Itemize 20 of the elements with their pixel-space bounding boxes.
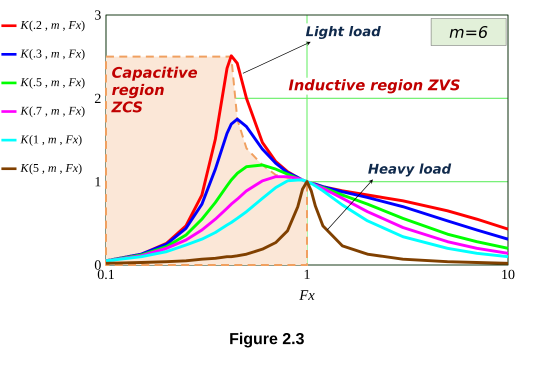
annotation: Light load — [306, 26, 381, 39]
y-tick-label: 3 — [94, 10, 101, 20]
x-tick-label: 0.1 — [98, 270, 114, 280]
annotation: Heavy load — [368, 164, 452, 176]
legend-label: K(1 , m , Fx) — [20, 134, 82, 146]
legend-label: K(.7 , m , Fx) — [20, 106, 85, 118]
y-tick-label: 1 — [96, 177, 100, 186]
annotation: m=6 — [450, 26, 488, 38]
x-tick-label: 1 — [304, 270, 310, 279]
y-tick-label: 0 — [94, 260, 101, 270]
x-tick-label: 10 — [502, 270, 514, 280]
y-tick-label: 2 — [94, 94, 101, 103]
legend-label: K(.5 , m , Fx) — [20, 78, 85, 89]
legend-label: K(5 , m , Fx) — [20, 164, 82, 174]
annotation: Inductive region ZVS — [288, 79, 460, 94]
annotation: Capacitive region ZCS — [111, 66, 198, 112]
x-axis-title: Fx — [299, 290, 315, 300]
legend-label: K(.2 , m , Fx) — [20, 20, 85, 32]
caption: Figure 2.3 — [230, 332, 304, 348]
legend-label: K(.3 , m , Fx) — [20, 49, 85, 60]
